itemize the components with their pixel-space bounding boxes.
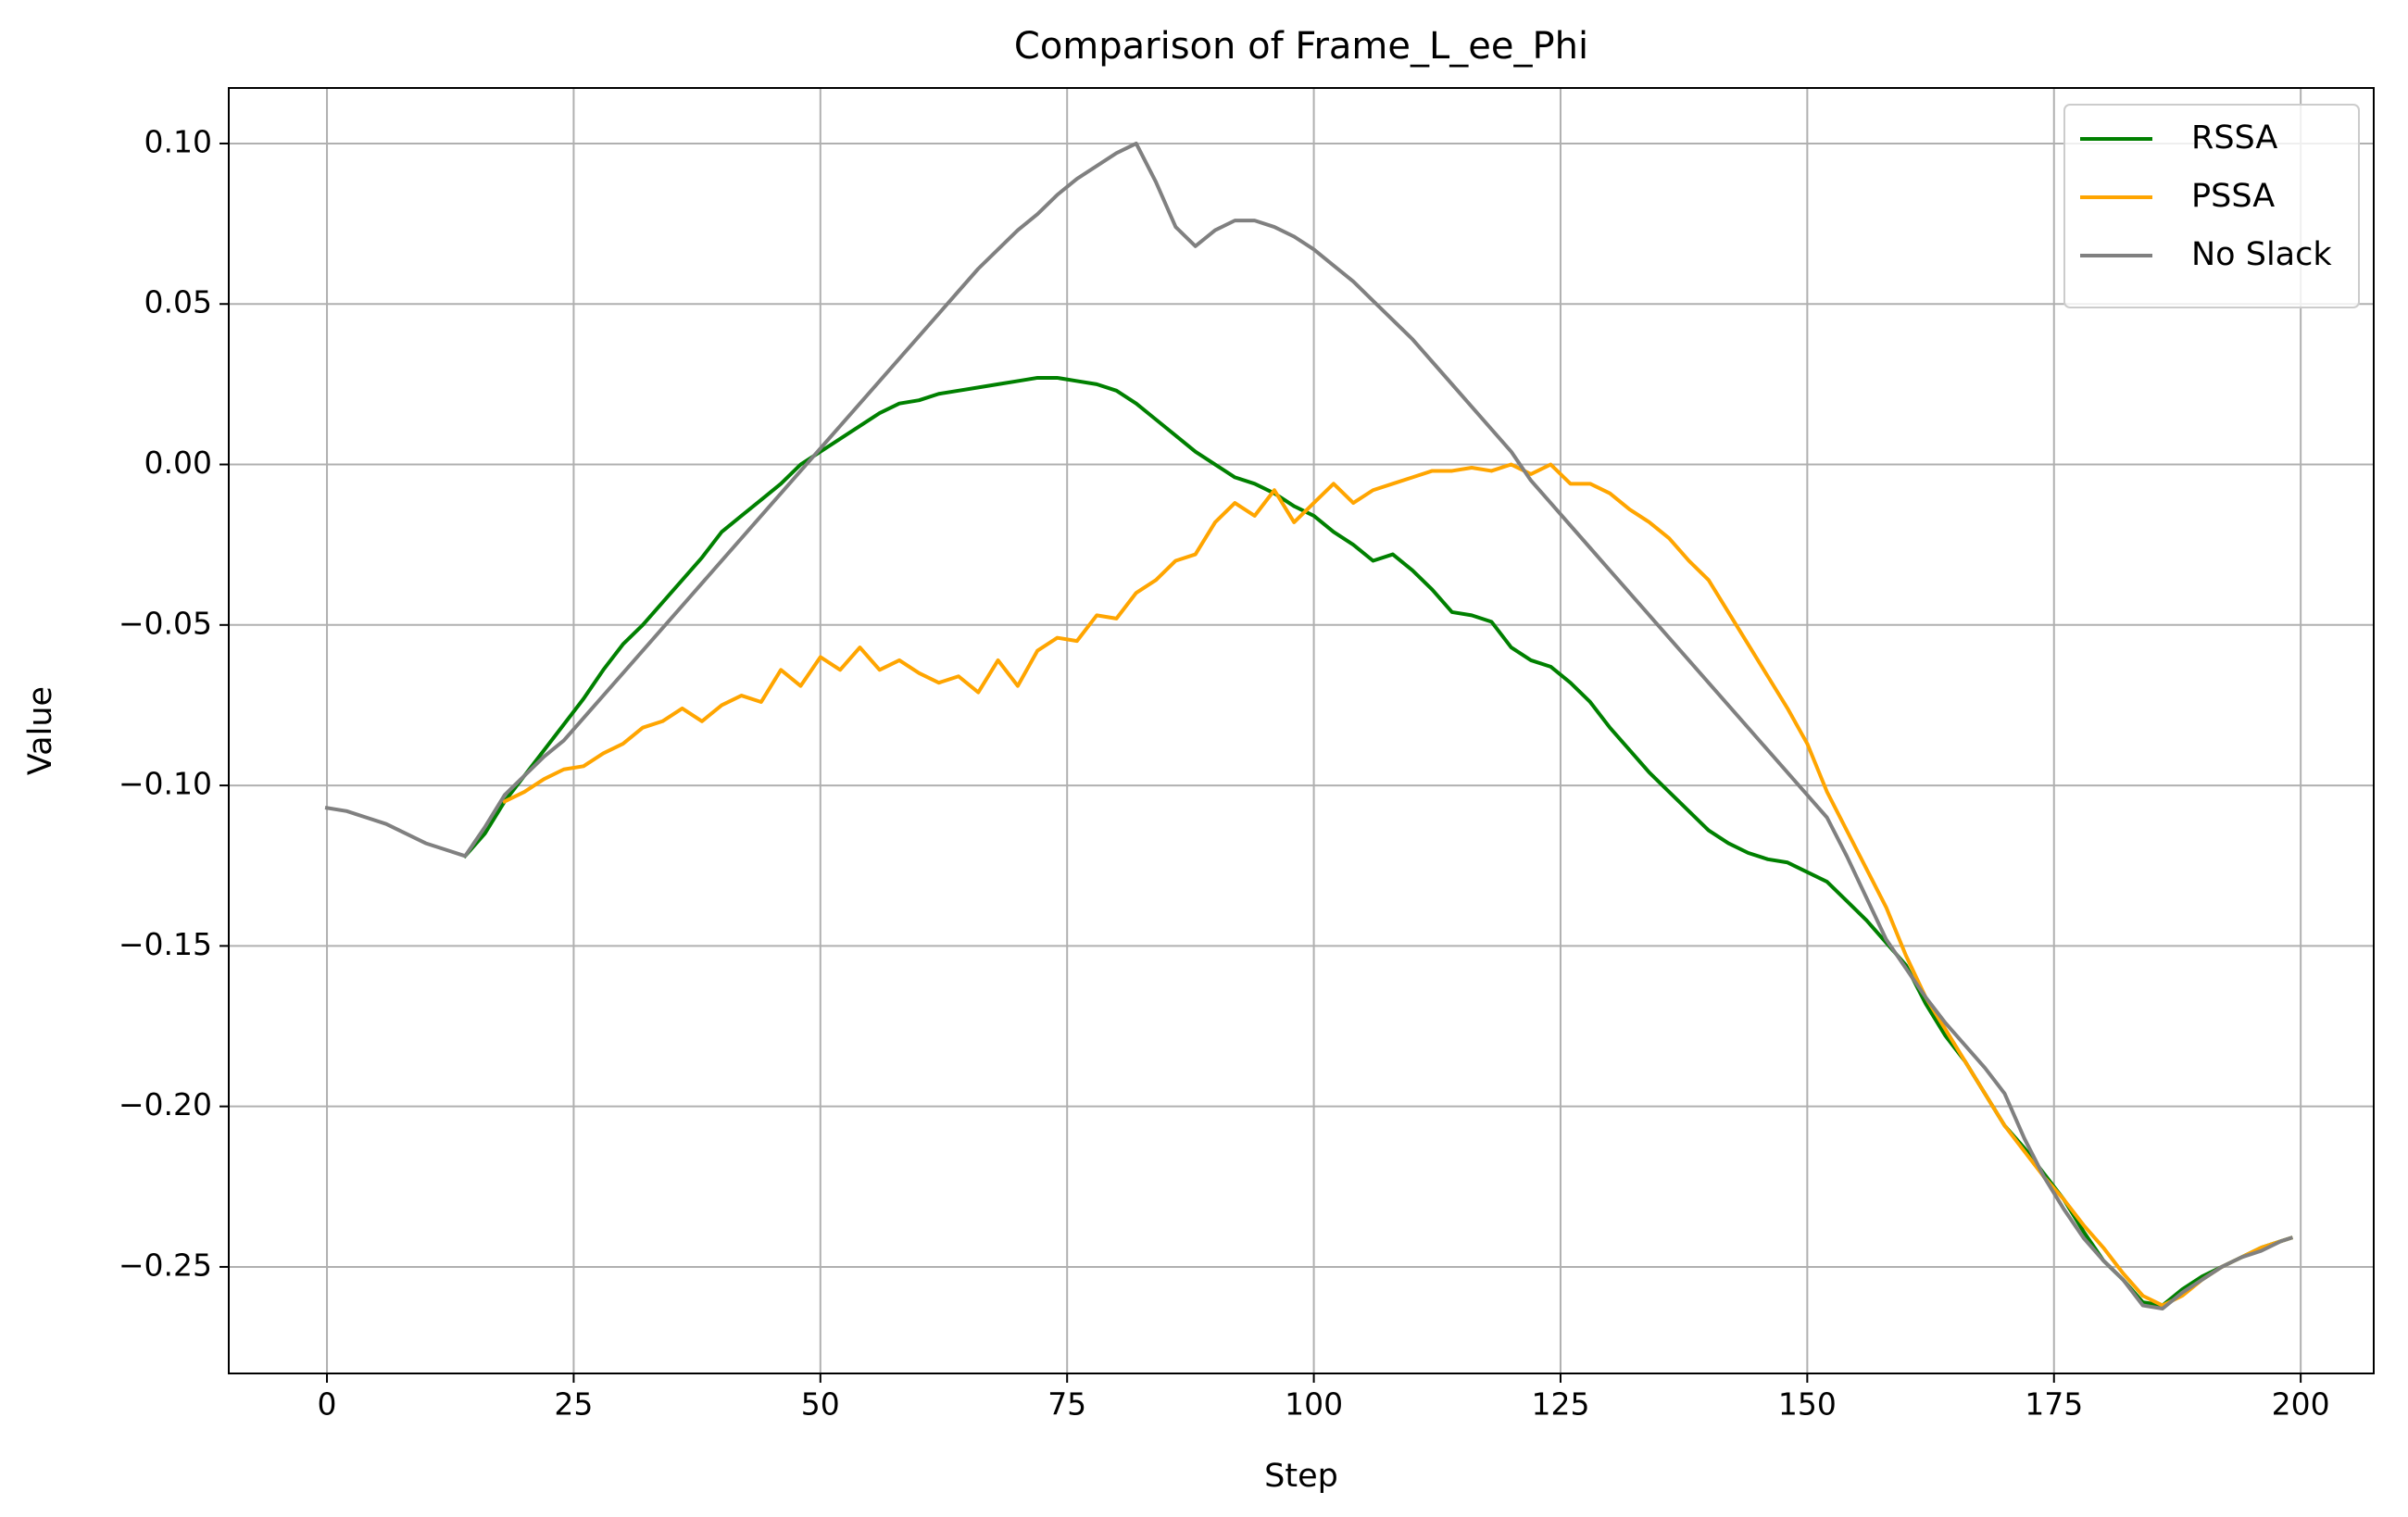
data-line [502,462,2294,1308]
x-axis-label: Step [1264,1458,1338,1495]
x-tick-label: 50 [801,1386,840,1423]
x-tick-label: 75 [1047,1386,1086,1423]
x-tick-label: 175 [2025,1386,2083,1423]
x-tick-label: 0 [318,1386,337,1423]
y-tick-label: −0.20 [119,1086,212,1122]
x-tick-label: 150 [1778,1386,1837,1423]
y-axis-label: Value [22,686,59,775]
chart-title: Comparison of Frame_L_ee_Phi [1014,25,1588,68]
y-tick-label: 0.05 [144,284,212,320]
y-tick-label: −0.25 [119,1247,212,1283]
ticks: 0 25 50 75 100 125 150 175 200 −0.25 −0.20 −0.15 −0.… [119,123,2330,1422]
axes-frame [228,87,2375,1374]
grid [229,88,2374,1373]
y-tick-label: −0.05 [119,605,212,641]
legend-label: PSSA [2191,178,2275,215]
y-tick-label: 0.10 [144,123,212,159]
legend-label: RSSA [2191,119,2277,157]
y-tick-label: 0.00 [144,445,212,481]
legend-label: No Slack [2191,236,2332,273]
legend: RSSA PSSA No Slack [2063,104,2360,308]
x-tick-label: 200 [2272,1386,2330,1423]
x-tick-label: 125 [1531,1386,1589,1423]
y-tick-label: −0.15 [119,926,212,962]
x-tick-label: 100 [1285,1386,1343,1423]
y-tick-label: −0.10 [119,766,212,802]
plot-lines [324,141,2294,1310]
data-line [324,141,2294,1310]
x-tick-label: 25 [554,1386,593,1423]
